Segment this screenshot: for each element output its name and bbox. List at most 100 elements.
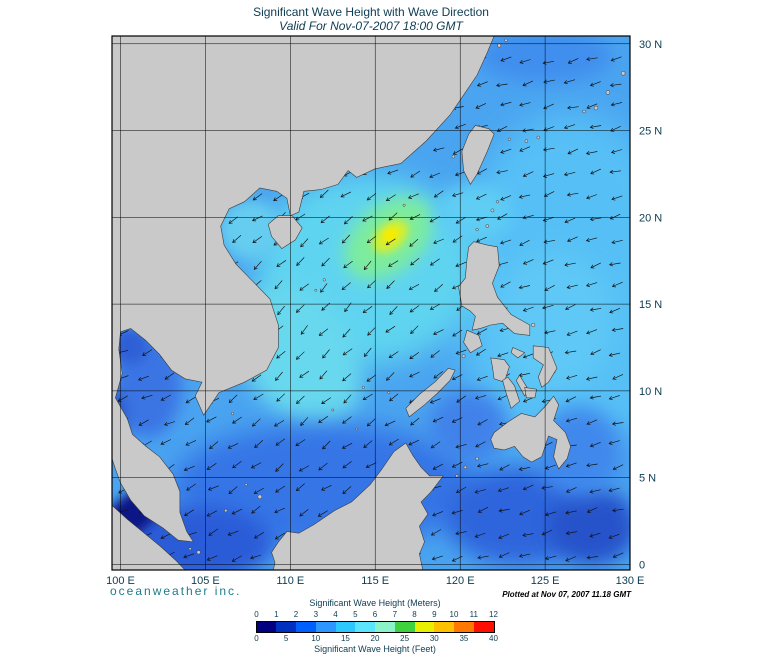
wave-arrow	[137, 375, 150, 381]
wave-arrow	[276, 351, 286, 359]
wave-arrow	[589, 395, 602, 400]
colorbar-segment	[434, 622, 454, 632]
wave-arrow	[363, 347, 372, 357]
wave-arrow	[522, 80, 534, 87]
wave-arrow	[476, 375, 488, 382]
feet-tick-label: 25	[400, 634, 410, 643]
island-dot	[355, 427, 358, 431]
wave-arrow	[183, 553, 195, 559]
island-dot	[531, 322, 536, 328]
wave-arrow	[386, 280, 395, 289]
wave-arrow	[608, 487, 620, 493]
wave-arrow	[589, 489, 601, 494]
wave-arrow	[386, 372, 395, 381]
wave-arrow	[141, 394, 153, 400]
wave-arrow	[410, 417, 420, 426]
wave-arrow	[567, 58, 579, 64]
wave-arrow	[227, 530, 239, 536]
wave-arrow	[589, 441, 601, 448]
wave-arrow	[451, 555, 463, 562]
wave-arrow	[389, 393, 399, 402]
wave-arrow	[299, 283, 309, 291]
wave-arrow	[564, 262, 576, 267]
wave-arrow	[253, 393, 264, 400]
wave-arrow	[585, 376, 598, 381]
wave-arrow	[500, 281, 511, 288]
meters-tick-label: 2	[293, 610, 299, 619]
wave-arrow	[318, 237, 329, 245]
wave-arrow	[429, 258, 440, 266]
wave-arrow	[160, 394, 171, 401]
wave-arrow	[273, 194, 283, 202]
wave-arrow	[589, 532, 601, 538]
wave-arrow	[586, 507, 598, 513]
feet-tick-label: 15	[340, 634, 350, 643]
lon-tick-label: 100 E	[106, 575, 135, 587]
wave-arrow	[228, 394, 238, 404]
meters-tick-label: 10	[449, 610, 459, 619]
wave-arrow	[500, 56, 512, 62]
meters-tick-label: 6	[372, 610, 378, 619]
island-dot	[361, 385, 365, 389]
wave-arrow	[160, 533, 171, 540]
wave-arrow	[541, 485, 553, 490]
wave-arrow	[565, 556, 577, 562]
wave-arrow	[209, 441, 219, 450]
lat-tick-label: 25 N	[639, 126, 662, 138]
wave-arrow	[295, 483, 305, 492]
island-dot	[402, 203, 406, 207]
wave-arrow	[295, 304, 305, 313]
colorbar-segment	[296, 622, 316, 632]
wave-arrow	[208, 528, 218, 536]
wave-arrow	[522, 306, 534, 312]
wave-arrow	[585, 150, 598, 156]
map-frame	[111, 35, 631, 571]
wave-arrow	[274, 507, 285, 514]
wave-arrow	[300, 238, 309, 248]
land-mindoro	[463, 329, 483, 354]
wave-arrow	[519, 509, 530, 516]
wave-arrow	[300, 325, 308, 335]
wave-arrow	[384, 420, 396, 427]
wave-arrow	[476, 81, 488, 87]
wave-arrow	[321, 257, 330, 267]
wave-arrow	[433, 329, 444, 336]
colorbar-segment	[256, 622, 277, 632]
land-negros	[502, 376, 520, 409]
wave-arrow	[295, 439, 306, 446]
wave-arrow	[254, 439, 264, 449]
wave-arrow	[429, 398, 441, 404]
wave-arrow	[317, 510, 328, 517]
island-dot	[455, 474, 459, 478]
wave-arrow	[185, 440, 197, 446]
wave-arrow	[498, 552, 510, 558]
wave-arrow	[475, 441, 486, 448]
lat-tick-label: 15 N	[639, 299, 662, 311]
wave-arrow	[341, 442, 353, 449]
feet-tick-label: 0	[254, 634, 259, 643]
island-dot	[620, 71, 626, 76]
wave-arrow	[477, 506, 489, 513]
wave-arrow	[496, 170, 508, 175]
wave-arrow	[544, 464, 556, 470]
wave-arrow	[586, 419, 598, 425]
island-dot	[231, 412, 235, 415]
wave-arrow	[275, 463, 284, 472]
land-borneo	[271, 442, 444, 570]
chart-title: Significant Wave Height with Wave Direct…	[253, 5, 489, 19]
meters-tick-label: 7	[392, 610, 398, 619]
wave-arrow	[298, 465, 310, 472]
lat-tick-label: 20 N	[639, 212, 662, 224]
wave-arrow	[475, 103, 487, 109]
wave-arrow	[567, 148, 579, 155]
wave-arrow	[250, 462, 262, 469]
wave-arrow	[589, 124, 602, 129]
wave-arrow	[586, 282, 598, 288]
wave-arrow	[253, 260, 262, 270]
lat-tick-label: 10 N	[639, 386, 662, 398]
meters-tick-label: 9	[432, 610, 437, 619]
wave-arrow	[589, 307, 602, 312]
wave-arrow	[251, 418, 261, 427]
wave-arrow	[318, 328, 329, 336]
meters-tick-label: 12	[489, 610, 498, 619]
